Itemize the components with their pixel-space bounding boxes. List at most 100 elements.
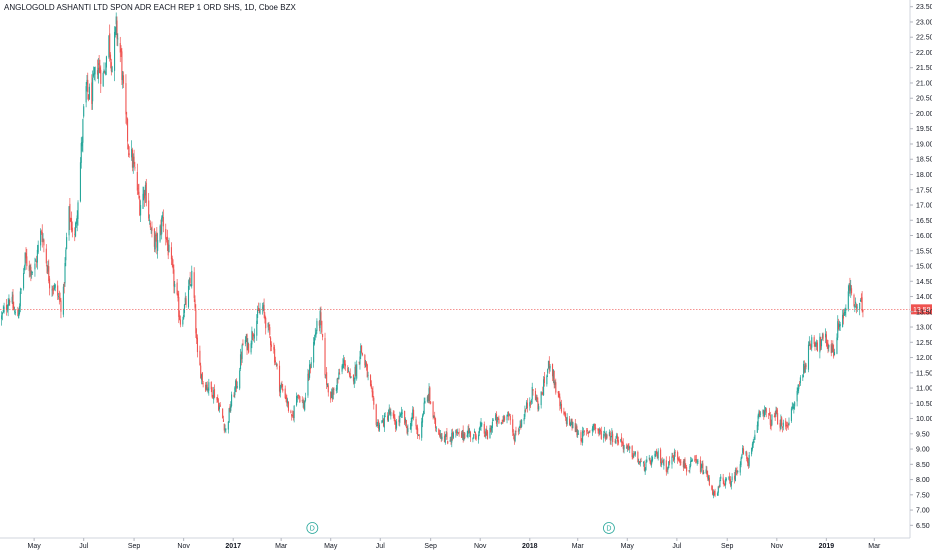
candle-body bbox=[364, 355, 366, 366]
y-tick-label: 8.50 bbox=[916, 462, 930, 469]
candle bbox=[496, 416, 498, 428]
candle bbox=[833, 344, 835, 359]
candle-body bbox=[273, 347, 275, 350]
candle bbox=[819, 333, 821, 359]
candle bbox=[753, 436, 755, 443]
candle bbox=[216, 397, 218, 403]
candle-body bbox=[634, 452, 636, 454]
dividend-marker[interactable] bbox=[603, 522, 615, 534]
candle bbox=[682, 459, 684, 471]
candle-body bbox=[109, 33, 111, 55]
candle-body bbox=[729, 476, 731, 481]
candle-body bbox=[239, 354, 242, 370]
candle-body bbox=[235, 380, 237, 389]
candle-body bbox=[625, 446, 628, 448]
candle-body bbox=[537, 401, 539, 410]
candle-body bbox=[398, 419, 400, 422]
candle-body bbox=[535, 396, 537, 401]
candle-body bbox=[747, 457, 749, 463]
candle bbox=[315, 329, 317, 338]
candle bbox=[86, 75, 88, 92]
candle-body bbox=[731, 476, 733, 481]
candle bbox=[589, 430, 591, 434]
candle-body bbox=[725, 478, 727, 480]
candle bbox=[725, 477, 727, 489]
candle bbox=[503, 414, 505, 423]
candle bbox=[30, 263, 32, 282]
candle-body bbox=[330, 391, 333, 399]
candle-body bbox=[213, 390, 215, 400]
candle-body bbox=[862, 309, 864, 312]
candle bbox=[247, 338, 249, 351]
candle bbox=[18, 303, 21, 316]
candle bbox=[798, 384, 800, 394]
candle-body bbox=[58, 297, 60, 299]
candle bbox=[703, 470, 705, 475]
candle-body bbox=[525, 409, 527, 411]
candle-body bbox=[382, 419, 384, 421]
candle bbox=[803, 360, 805, 374]
candle bbox=[438, 428, 440, 435]
candle-body bbox=[673, 451, 675, 460]
candle bbox=[532, 388, 534, 396]
candle-body bbox=[720, 476, 722, 479]
candle bbox=[765, 407, 767, 418]
x-tick-label: Mar bbox=[868, 543, 881, 550]
candle bbox=[326, 366, 328, 389]
candle bbox=[375, 403, 377, 428]
candle-body bbox=[435, 427, 437, 429]
candle-body bbox=[352, 374, 355, 382]
candle-body bbox=[409, 427, 411, 429]
candle bbox=[417, 434, 420, 436]
candle-body bbox=[646, 459, 648, 463]
candle bbox=[855, 297, 857, 308]
candle-body bbox=[143, 189, 145, 198]
candle bbox=[646, 456, 648, 463]
candle bbox=[491, 418, 493, 433]
candle-body bbox=[235, 380, 238, 389]
candle bbox=[356, 360, 358, 381]
candle bbox=[519, 420, 521, 429]
candle bbox=[401, 409, 403, 418]
candle-body bbox=[838, 323, 840, 329]
candle-body bbox=[853, 295, 855, 307]
candle-body bbox=[782, 422, 784, 427]
candle-body bbox=[48, 266, 50, 282]
candle-body bbox=[666, 470, 668, 472]
candle bbox=[251, 326, 253, 349]
candle bbox=[837, 315, 839, 341]
candle-body bbox=[23, 273, 25, 289]
candle-body bbox=[367, 374, 369, 376]
candle bbox=[233, 392, 235, 398]
candle bbox=[392, 410, 394, 419]
x-tick-label: Sep bbox=[424, 543, 437, 550]
y-tick-label: 7.00 bbox=[916, 508, 930, 515]
candle bbox=[571, 418, 573, 431]
candle bbox=[320, 306, 322, 326]
candle bbox=[759, 410, 761, 418]
candle-body bbox=[859, 299, 862, 302]
candle bbox=[614, 438, 616, 444]
candle-body bbox=[218, 406, 220, 410]
dividend-marker[interactable] bbox=[306, 522, 319, 534]
candle-body bbox=[104, 71, 106, 73]
x-tick-label: Nov bbox=[177, 543, 190, 550]
candle-body bbox=[440, 433, 442, 438]
candle-body bbox=[694, 459, 697, 460]
candle bbox=[18, 308, 20, 319]
candle bbox=[63, 282, 65, 294]
candle-body bbox=[765, 408, 767, 413]
candle bbox=[132, 153, 134, 174]
candle bbox=[718, 484, 720, 489]
candle-body bbox=[53, 289, 55, 291]
candle-body bbox=[492, 420, 494, 421]
candle-body bbox=[349, 373, 351, 377]
candle bbox=[440, 432, 442, 443]
candle-body bbox=[569, 418, 571, 425]
candle bbox=[103, 62, 105, 74]
candle bbox=[291, 413, 293, 421]
candle-body bbox=[706, 470, 708, 475]
candle bbox=[668, 461, 670, 469]
candle-body bbox=[695, 459, 697, 462]
candle-body bbox=[387, 414, 389, 422]
